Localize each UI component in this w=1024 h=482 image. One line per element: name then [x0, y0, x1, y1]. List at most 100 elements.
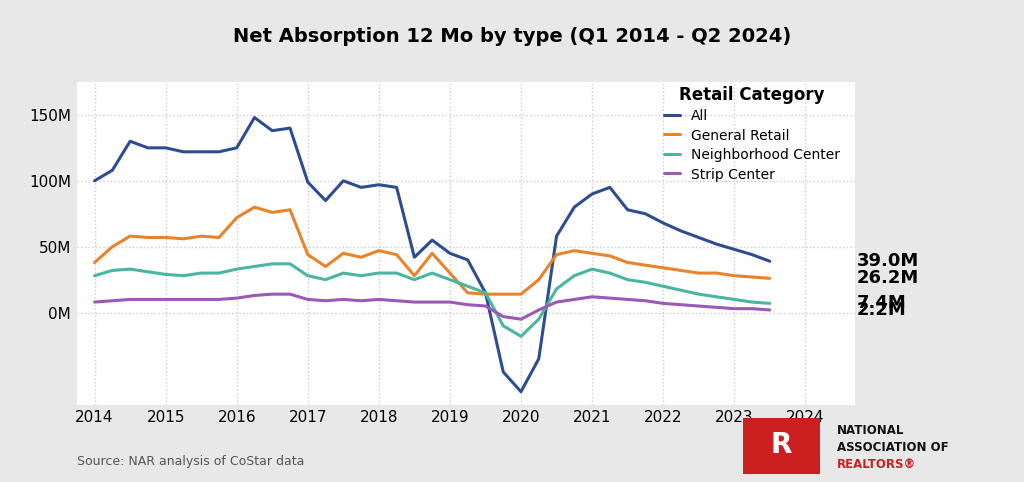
General Retail	[337, 251, 349, 256]
General Retail	[390, 252, 402, 257]
All	[249, 115, 261, 120]
Strip Center	[550, 299, 562, 305]
Strip Center	[745, 306, 758, 311]
Strip Center	[195, 296, 207, 302]
All	[266, 128, 279, 134]
Neighborhood Center	[639, 280, 651, 285]
Strip Center	[409, 299, 421, 305]
Neighborhood Center	[515, 334, 527, 339]
General Retail	[409, 273, 421, 279]
Text: ASSOCIATION OF: ASSOCIATION OF	[837, 441, 948, 454]
All	[141, 145, 154, 151]
Neighborhood Center	[177, 273, 189, 279]
Strip Center	[230, 295, 243, 301]
Neighborhood Center	[426, 270, 438, 276]
General Retail	[745, 274, 758, 280]
Neighborhood Center	[462, 283, 474, 289]
All	[568, 204, 581, 210]
Strip Center	[160, 296, 172, 302]
General Retail	[639, 262, 651, 268]
Strip Center	[124, 296, 136, 302]
Strip Center	[284, 291, 296, 297]
Neighborhood Center	[337, 270, 349, 276]
Strip Center	[302, 296, 314, 302]
Strip Center	[622, 296, 634, 302]
Strip Center	[728, 306, 740, 311]
All	[88, 178, 100, 184]
General Retail	[373, 248, 385, 254]
Neighborhood Center	[213, 270, 225, 276]
Text: R: R	[771, 430, 793, 458]
Neighborhood Center	[230, 266, 243, 272]
General Retail	[355, 254, 368, 260]
Strip Center	[390, 298, 402, 304]
Text: 7.4M: 7.4M	[856, 294, 906, 312]
Neighborhood Center	[711, 294, 723, 300]
General Retail	[426, 251, 438, 256]
Line: All: All	[94, 118, 770, 392]
All	[160, 145, 172, 151]
Strip Center	[711, 305, 723, 310]
Strip Center	[213, 296, 225, 302]
General Retail	[302, 252, 314, 257]
Text: 26.2M: 26.2M	[856, 269, 919, 287]
All	[106, 167, 119, 173]
Line: Neighborhood Center: Neighborhood Center	[94, 264, 770, 336]
Neighborhood Center	[586, 266, 598, 272]
Neighborhood Center	[160, 271, 172, 277]
General Retail	[622, 260, 634, 266]
General Retail	[586, 251, 598, 256]
Strip Center	[249, 293, 261, 298]
Legend: All, General Retail, Neighborhood Center, Strip Center: All, General Retail, Neighborhood Center…	[658, 80, 846, 187]
Text: 2.2M: 2.2M	[856, 301, 906, 319]
General Retail	[266, 210, 279, 215]
All	[195, 149, 207, 155]
General Retail	[568, 248, 581, 254]
Neighborhood Center	[622, 277, 634, 282]
General Retail	[657, 265, 670, 271]
General Retail	[213, 235, 225, 241]
All	[284, 125, 296, 131]
All	[124, 138, 136, 144]
Neighborhood Center	[479, 290, 492, 296]
Strip Center	[586, 294, 598, 300]
All	[657, 220, 670, 226]
Strip Center	[426, 299, 438, 305]
Strip Center	[515, 316, 527, 322]
All	[604, 185, 616, 190]
General Retail	[160, 235, 172, 241]
FancyBboxPatch shape	[742, 417, 820, 474]
General Retail	[515, 291, 527, 297]
General Retail	[195, 233, 207, 239]
All	[532, 356, 545, 362]
All	[728, 246, 740, 252]
General Retail	[177, 236, 189, 241]
Strip Center	[532, 307, 545, 313]
General Retail	[284, 207, 296, 213]
Strip Center	[141, 296, 154, 302]
General Retail	[249, 204, 261, 210]
General Retail	[141, 235, 154, 241]
Neighborhood Center	[497, 323, 509, 329]
General Retail	[230, 215, 243, 221]
Neighborhood Center	[373, 270, 385, 276]
Text: Net Absorption 12 Mo by type (Q1 2014 - Q2 2024): Net Absorption 12 Mo by type (Q1 2014 - …	[232, 27, 792, 45]
General Retail	[764, 275, 776, 281]
Text: NATIONAL: NATIONAL	[837, 424, 904, 437]
All	[745, 252, 758, 257]
Neighborhood Center	[728, 296, 740, 302]
Neighborhood Center	[692, 291, 705, 297]
Neighborhood Center	[319, 277, 332, 282]
General Retail	[124, 233, 136, 239]
All	[692, 235, 705, 241]
All	[213, 149, 225, 155]
All	[409, 254, 421, 260]
Neighborhood Center	[88, 273, 100, 279]
General Retail	[728, 273, 740, 279]
Neighborhood Center	[106, 268, 119, 273]
Strip Center	[692, 303, 705, 309]
General Retail	[692, 270, 705, 276]
Neighborhood Center	[550, 286, 562, 292]
General Retail	[604, 253, 616, 259]
Text: REALTORS®: REALTORS®	[837, 457, 916, 470]
